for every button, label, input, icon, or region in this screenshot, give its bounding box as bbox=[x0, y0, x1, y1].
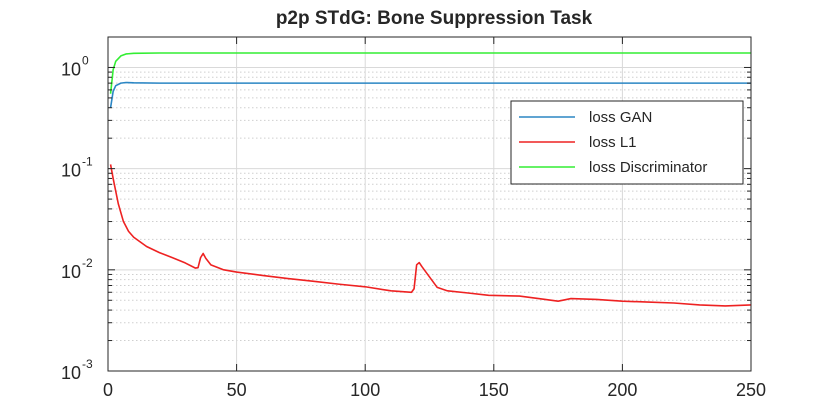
legend: loss GAN loss L1 loss Discriminator bbox=[510, 100, 744, 185]
x-tick-label: 0 bbox=[103, 380, 113, 400]
x-tick-label: 50 bbox=[227, 380, 247, 400]
y-tick-base: 10 bbox=[61, 363, 81, 383]
legend-label: loss L1 bbox=[589, 134, 637, 151]
x-tick-label: 250 bbox=[736, 380, 766, 400]
y-tick-label: 10 -1 bbox=[61, 155, 93, 181]
chart-title: p2p STdG: Bone Suppression Task bbox=[276, 8, 593, 29]
y-tick-label: 10 -2 bbox=[61, 256, 93, 282]
y-tick-base: 10 bbox=[61, 161, 81, 181]
y-tick-base: 10 bbox=[61, 59, 81, 79]
y-tick-label: 10 -3 bbox=[61, 357, 93, 383]
axis-ticks bbox=[107, 37, 752, 372]
y-tick-exponent: 0 bbox=[82, 53, 89, 67]
series-line-1 bbox=[109, 81, 751, 108]
series-layer bbox=[109, 52, 752, 307]
grid bbox=[108, 37, 751, 372]
y-tick-exponent: -1 bbox=[82, 155, 93, 169]
legend-label: loss Discriminator bbox=[589, 159, 707, 176]
x-tick-label: 100 bbox=[350, 380, 380, 400]
y-tick-exponent: -2 bbox=[82, 256, 93, 270]
legend-label: loss GAN bbox=[589, 109, 652, 126]
series-line-3 bbox=[109, 52, 751, 94]
y-tick-label: 10 0 bbox=[61, 53, 89, 79]
x-tick-label: 200 bbox=[607, 380, 637, 400]
series-line-2 bbox=[109, 164, 752, 307]
y-tick-base: 10 bbox=[61, 262, 81, 282]
y-tick-exponent: -3 bbox=[82, 357, 93, 371]
plot-frame bbox=[107, 36, 752, 372]
x-tick-label: 150 bbox=[479, 380, 509, 400]
x-tick-labels: 0 50 100 150 200 250 bbox=[103, 380, 766, 400]
